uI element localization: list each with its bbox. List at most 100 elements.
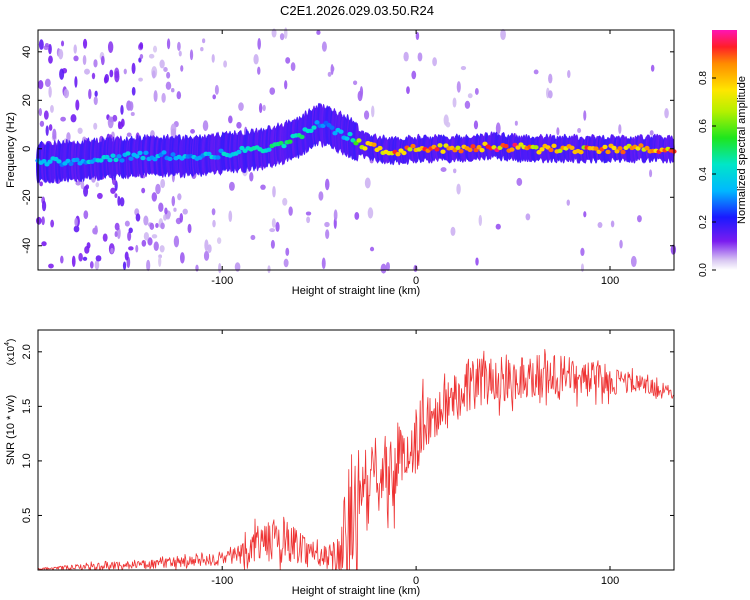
spectrogram-xtick-label: 0 [413, 275, 419, 287]
spectrogram-noise-cell [63, 88, 70, 99]
spectrogram-noise-cell [141, 187, 146, 194]
spectrogram-noise-cell [39, 120, 45, 127]
snr-ytick-label: 0.5 [21, 508, 33, 523]
snr-scale-exponent: 4 [4, 342, 11, 346]
spectrogram-noise-cell [324, 178, 330, 191]
spectrogram-ridge-peak [266, 147, 272, 152]
spectrogram-noise-cell [177, 41, 181, 52]
spectrogram-noise-cell [77, 127, 83, 134]
spectrogram-ridge-peak [167, 156, 173, 162]
spectrogram-noise-cell [203, 250, 210, 261]
spectrogram-noise-cell [78, 252, 83, 262]
spectrogram-noise-cell [417, 52, 423, 62]
spectrogram-noise-cell [85, 184, 90, 190]
spectrogram-noise-cell [166, 71, 171, 79]
spectrogram-noise-cell [354, 211, 360, 220]
spectrogram-noise-cell [440, 167, 447, 172]
spectrogram-noise-cell [151, 192, 158, 202]
spectrogram-noise-cell [460, 66, 467, 71]
spectrogram-noise-cell [109, 69, 114, 78]
snr-frame [37, 329, 675, 571]
spectrogram-noise-cell [580, 263, 584, 273]
spectrogram-noise-cell [260, 184, 266, 190]
spectrogram-noise-cell [100, 55, 105, 66]
spectrogram-noise-cell [126, 132, 132, 137]
spectrogram-ridge-peak [605, 149, 611, 155]
spectrogram-noise-cell [71, 255, 76, 268]
svg-text:(x104): (x104) [4, 339, 17, 366]
spectrogram-noise-cell [170, 128, 177, 138]
spectrogram-noise-cell [212, 94, 216, 100]
spectrogram-ridge-peak [473, 147, 479, 153]
spectrogram-noise-cell [119, 197, 125, 207]
spectrogram-ridge-peak [539, 147, 545, 152]
spectrogram-noise-cell [66, 132, 71, 142]
spectrogram-ridge-peak [170, 152, 176, 157]
spectrogram-ridge-peak [635, 146, 641, 151]
spectrogram-noise-cell [94, 225, 98, 235]
spectrogram-noise-cell [516, 177, 523, 186]
spectrogram-noise-cell [290, 62, 296, 72]
spectrogram-noise-cell [165, 214, 171, 220]
spectrogram-frame [37, 29, 675, 271]
spectrogram-noise-cell [333, 209, 338, 221]
spectrogram-noise-cell [139, 42, 144, 49]
spectrogram-ytick-label: -40 [21, 238, 33, 254]
spectrogram-noise-cell [500, 28, 506, 41]
spectrogram-ridge-peak [344, 136, 350, 141]
spectrogram-ridge-peak [593, 146, 599, 151]
spectrogram-noise-cell [84, 246, 90, 254]
snr-ylabel: SNR (10 * v/v) [5, 395, 17, 465]
spectrogram-noise-cell [171, 195, 176, 207]
spectrogram-noise-cell [456, 81, 461, 93]
spectrogram-noise-cell [84, 68, 90, 75]
spectrogram-noise-cell [128, 246, 134, 251]
spectrogram-noise-cell [177, 193, 182, 201]
spectrogram-noise-cell [131, 86, 136, 96]
spectrogram-ridge-peak [347, 131, 353, 137]
spectrogram-noise-cell [236, 121, 242, 129]
spectrogram-noise-cell [195, 264, 199, 272]
spectrogram-noise-cell [253, 54, 259, 65]
spectrogram-noise-cell [170, 88, 175, 93]
spectrogram-noise-cell [151, 70, 156, 79]
spectrogram-noise-cell [670, 244, 677, 255]
spectrogram-ridge-peak [434, 147, 440, 152]
spectrogram-noise-cell [153, 241, 159, 252]
spectrogram-noise-cell [238, 102, 244, 111]
spectrogram-noise-cell [269, 228, 276, 233]
spectrogram-noise-cell [619, 239, 623, 249]
spectrogram-noise-cell [270, 239, 275, 249]
spectrogram-noise-cell [173, 207, 177, 212]
spectrogram-noise-cell [179, 252, 185, 264]
spectrogram-noise-cell [44, 42, 49, 48]
spectrogram-noise-cell [159, 245, 165, 253]
colorbar-tick-label: 0.6 [698, 119, 709, 133]
spectrogram-noise-cell [48, 124, 53, 131]
spectrogram-noise-cell [93, 122, 98, 130]
spectrogram-ridge-peak [482, 141, 488, 147]
spectrogram-noise-cell [117, 195, 121, 207]
spectrogram-ridge-peak [578, 149, 584, 155]
spectrogram-noise-cell [122, 261, 127, 270]
spectrogram-noise-cell [164, 207, 168, 215]
spectrogram-noise-cell [228, 115, 233, 124]
spectrogram-ridge-peak [479, 148, 485, 153]
spectrogram-noise-cell [321, 41, 327, 52]
spectrogram-noise-cell [456, 183, 461, 195]
spectrogram-noise-cell [353, 80, 358, 86]
spectrogram-ytick-label: 40 [21, 46, 33, 58]
spectrogram-ytick-label: 20 [21, 94, 33, 106]
spectrogram-noise-cell [143, 231, 150, 241]
spectrogram-noise-cell [124, 220, 130, 227]
snr-ytick-label: 2.0 [21, 344, 33, 359]
spectrogram-noise-cell [580, 247, 585, 257]
spectrogram-ridge-peak [548, 147, 554, 153]
spectrogram-ridge-peak [206, 151, 212, 157]
spectrogram-noise-cell [432, 57, 437, 67]
spectrogram-noise-cell [75, 99, 80, 111]
spectrogram-noise-cell [630, 255, 637, 268]
spectrogram-noise-cell [131, 62, 136, 75]
spectrogram-ridge-peak [329, 125, 335, 130]
